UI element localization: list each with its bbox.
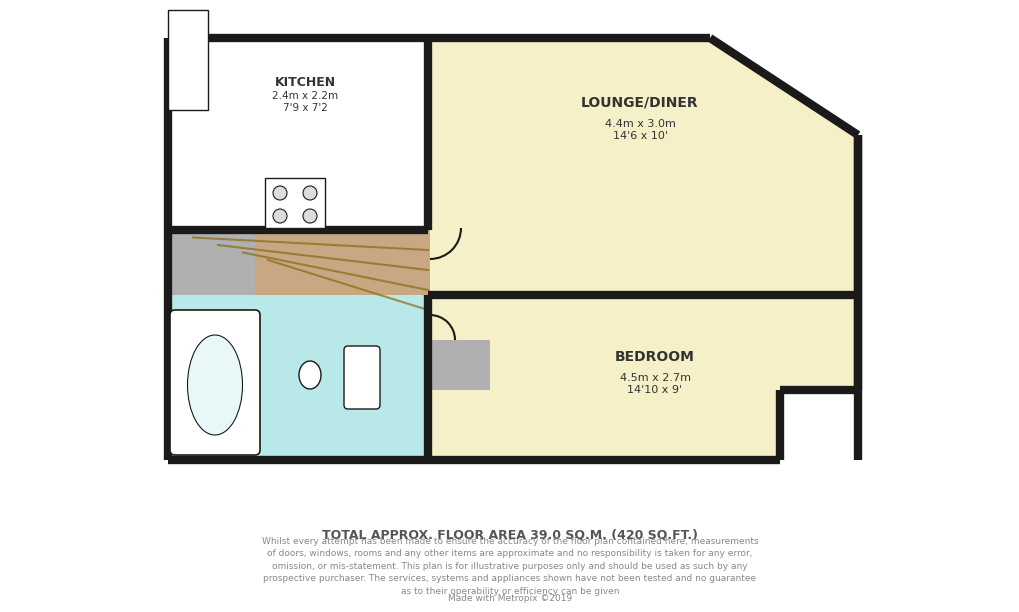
Text: 4.4m x 3.0m
14'6 x 10': 4.4m x 3.0m 14'6 x 10' <box>604 119 675 141</box>
FancyBboxPatch shape <box>170 310 260 455</box>
Text: 4.5m x 2.7m
14'10 x 9': 4.5m x 2.7m 14'10 x 9' <box>619 373 690 395</box>
Circle shape <box>303 209 317 223</box>
Polygon shape <box>168 228 255 295</box>
Bar <box>265 178 325 228</box>
Circle shape <box>273 209 286 223</box>
Ellipse shape <box>187 335 243 435</box>
Text: LOUNGE/DINER: LOUNGE/DINER <box>581 95 698 109</box>
Polygon shape <box>430 38 857 290</box>
Text: Whilst every attempt has been made to ensure the accuracy of the floor plan cont: Whilst every attempt has been made to en… <box>262 537 757 595</box>
Text: Made with Metropix ©2019: Made with Metropix ©2019 <box>447 594 572 603</box>
Bar <box>168 10 208 110</box>
Polygon shape <box>430 290 857 460</box>
Polygon shape <box>168 295 430 460</box>
Ellipse shape <box>299 361 321 389</box>
Text: 2.4m x 2.2m
7'9 x 7'2: 2.4m x 2.2m 7'9 x 7'2 <box>272 91 337 113</box>
Polygon shape <box>168 38 430 228</box>
Polygon shape <box>430 340 489 390</box>
Text: KITCHEN: KITCHEN <box>274 75 335 89</box>
Text: BEDROOM: BEDROOM <box>614 350 694 364</box>
Polygon shape <box>168 228 430 295</box>
FancyBboxPatch shape <box>343 346 380 409</box>
Circle shape <box>303 186 317 200</box>
Circle shape <box>273 186 286 200</box>
Text: TOTAL APPROX. FLOOR AREA 39.0 SQ.M. (420 SQ.FT.): TOTAL APPROX. FLOOR AREA 39.0 SQ.M. (420… <box>322 529 697 542</box>
